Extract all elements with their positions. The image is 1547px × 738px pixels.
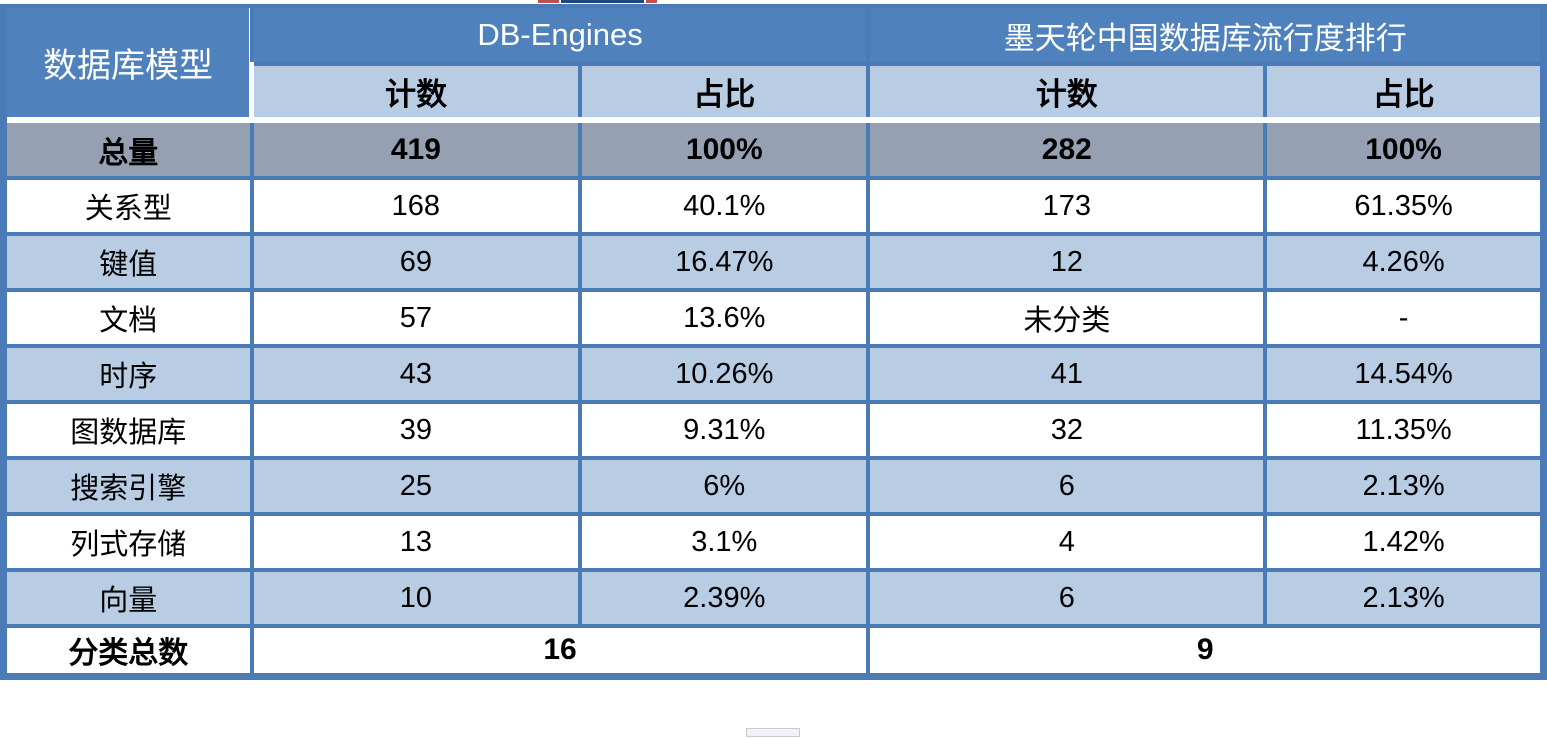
count-cell: 4 [866,512,1268,572]
subheader-dbengines-share: 占比 [578,62,871,122]
percent-cell: 100% [1263,117,1546,180]
percent-cell: 1.42% [1263,512,1546,572]
header-group-row: 数据库模型 DB-Engines 墨天轮中国数据库流行度排行 [1,4,1546,122]
table-row-column-store: 列式存储 13 3.1% 4 1.42% [1,512,1546,572]
group-header-modb: 墨天轮中国数据库流行度排行 [866,4,1546,66]
summary-row: 分类总数 16 9 [1,624,1546,678]
count-cell: 未分类 [866,288,1268,348]
table-row-relational: 关系型 168 40.1% 173 61.35% [1,176,1546,236]
group-header-db-engines: DB-Engines [249,4,871,66]
spellcheck-underline-artifact [538,0,559,3]
text-cutoff-artifact [561,0,644,3]
subheader-modb-count: 计数 [866,62,1268,122]
percent-cell: - [1263,288,1546,348]
row-label-cell: 图数据库 [1,400,254,460]
percent-cell: 100% [578,117,871,180]
count-cell: 12 [866,232,1268,292]
table-row-search-engine: 搜索引擎 25 6% 6 2.13% [1,456,1546,516]
row-label-cell: 时序 [1,344,254,404]
percent-cell: 40.1% [578,176,871,236]
percent-cell: 2.13% [1263,568,1546,628]
total-row: 总量 419 100% 282 100% [1,117,1546,180]
count-cell: 43 [249,344,583,404]
row-label-cell: 分类总数 [1,624,254,678]
percent-cell: 14.54% [1263,344,1546,404]
count-cell: 6 [866,456,1268,516]
percent-cell: 9.31% [578,400,871,460]
percent-cell: 3.1% [578,512,871,572]
count-cell: 41 [866,344,1268,404]
count-cell: 419 [249,117,583,180]
category-count-dbengines: 16 [249,624,871,678]
count-cell: 173 [866,176,1268,236]
count-cell: 282 [866,117,1268,180]
percent-cell: 61.35% [1263,176,1546,236]
row-label-cell: 总量 [1,117,254,180]
percent-cell: 2.39% [578,568,871,628]
count-cell: 69 [249,232,583,292]
count-cell: 10 [249,568,583,628]
category-count-modb: 9 [866,624,1546,678]
percent-cell: 16.47% [578,232,871,292]
spellcheck-underline-artifact [646,0,657,3]
row-label-cell: 搜索引擎 [1,456,254,516]
subheader-dbengines-count: 计数 [249,62,583,122]
subheader-modb-share: 占比 [1263,62,1546,122]
percent-cell: 13.6% [578,288,871,348]
count-cell: 25 [249,456,583,516]
header-sub-row: 计数 占比 计数 占比 [4,62,1546,122]
table-row-time-series: 时序 43 10.26% 41 14.54% [1,344,1546,404]
table-row-key-value: 键值 69 16.47% 12 4.26% [1,232,1546,292]
count-cell: 6 [866,568,1268,628]
table-row-graph: 图数据库 39 9.31% 32 11.35% [1,400,1546,460]
count-cell: 39 [249,400,583,460]
corner-header-cell: 数据库模型 [1,4,254,122]
database-model-comparison-table-wrap: 数据库模型 DB-Engines 墨天轮中国数据库流行度排行 计数 占比 计数 … [0,4,1547,680]
table-resize-handle [746,728,800,737]
count-cell: 57 [249,288,583,348]
table-row-document: 文档 57 13.6% 未分类 - [1,288,1546,348]
percent-cell: 4.26% [1263,232,1546,292]
row-label-cell: 文档 [1,288,254,348]
database-model-comparison-table: 数据库模型 DB-Engines 墨天轮中国数据库流行度排行 计数 占比 计数 … [0,4,1547,680]
row-label-cell: 列式存储 [1,512,254,572]
percent-cell: 2.13% [1263,456,1546,516]
table-row-vector: 向量 10 2.39% 6 2.13% [1,568,1546,628]
row-label-cell: 键值 [1,232,254,292]
count-cell: 13 [249,512,583,572]
percent-cell: 11.35% [1263,400,1546,460]
row-label-cell: 向量 [1,568,254,628]
count-cell: 32 [866,400,1268,460]
count-cell: 168 [249,176,583,236]
row-label-cell: 关系型 [1,176,254,236]
percent-cell: 10.26% [578,344,871,404]
percent-cell: 6% [578,456,871,516]
